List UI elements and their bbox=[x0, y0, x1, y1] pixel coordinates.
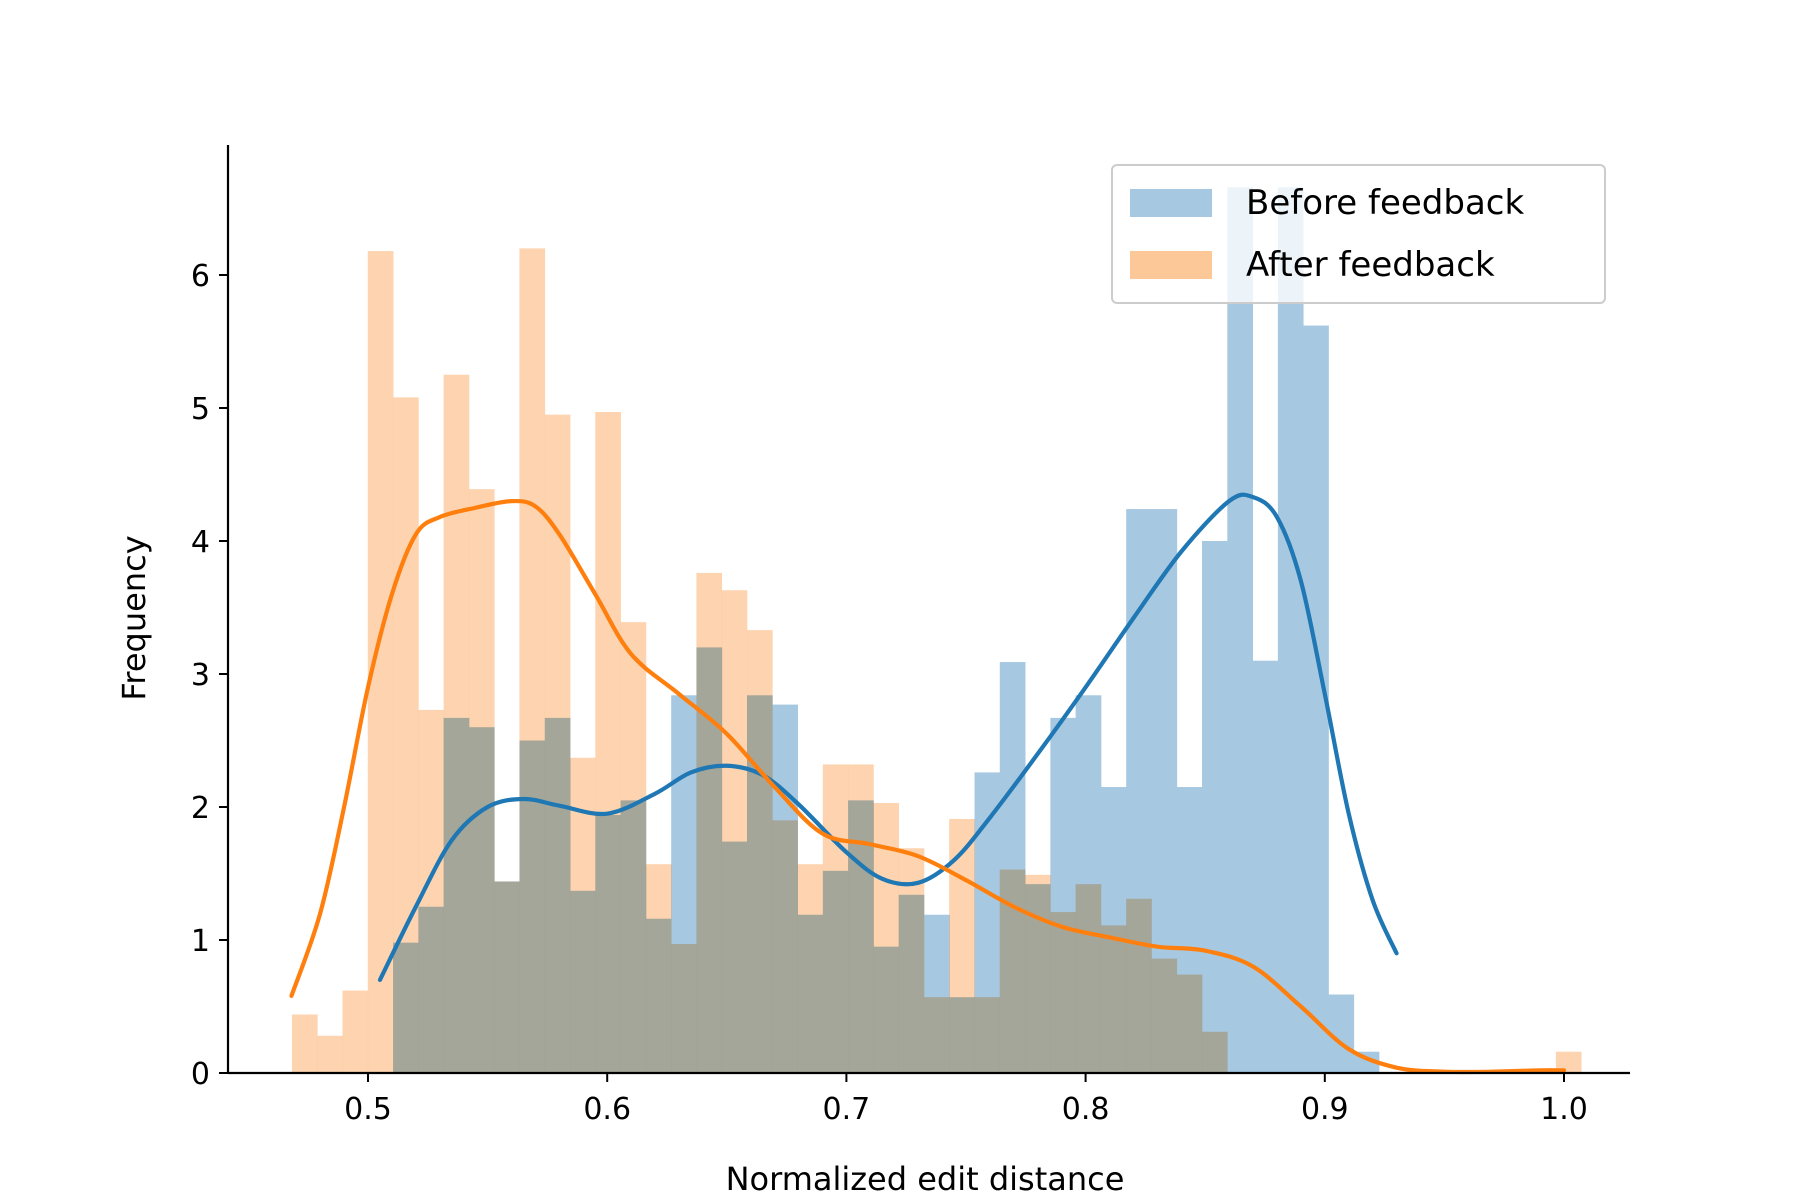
before-feedback-bar bbox=[1227, 187, 1253, 1074]
y-tick-label: 6 bbox=[191, 259, 210, 294]
after-feedback-bar bbox=[443, 374, 470, 1073]
after-feedback-kde-line bbox=[289, 498, 1567, 1075]
kde-curves bbox=[289, 492, 1567, 1075]
after-feedback-bar bbox=[873, 803, 900, 1073]
after-feedback-bar bbox=[519, 248, 546, 1073]
legend-label-after-feedback: After feedback bbox=[1246, 245, 1495, 285]
after-feedback-bar bbox=[342, 990, 369, 1073]
after-feedback-bar bbox=[746, 630, 773, 1073]
axes bbox=[226, 145, 1630, 1075]
legend-swatch-before-feedback bbox=[1130, 189, 1212, 217]
after-feedback-bar bbox=[696, 572, 723, 1073]
after-feedback-bar bbox=[1075, 884, 1102, 1073]
legend-swatch-after-feedback bbox=[1130, 251, 1212, 279]
after-feedback-bar bbox=[974, 997, 1001, 1073]
legend-box bbox=[1111, 164, 1606, 304]
y-tick-label: 4 bbox=[191, 525, 210, 560]
y-tick-label: 2 bbox=[191, 791, 210, 826]
after-feedback-bar bbox=[822, 764, 849, 1073]
x-tick-label: 0.7 bbox=[823, 1092, 871, 1127]
after-feedback-bar bbox=[570, 757, 596, 1073]
x-tick-label: 0.6 bbox=[583, 1092, 631, 1127]
after-feedback-bar bbox=[772, 820, 798, 1073]
y-axis-ticks: 0 1 2 3 4 5 6 bbox=[191, 259, 228, 1092]
y-tick-label: 0 bbox=[191, 1057, 210, 1092]
x-tick-label: 0.8 bbox=[1062, 1092, 1110, 1127]
after-feedback-bar bbox=[317, 1035, 343, 1073]
after-feedback-bar bbox=[645, 864, 672, 1073]
after-feedback-bar bbox=[797, 864, 824, 1073]
x-tick-label: 0.9 bbox=[1301, 1092, 1349, 1127]
after-feedback-bar bbox=[1126, 898, 1152, 1073]
x-tick-label: 0.5 bbox=[344, 1092, 392, 1127]
y-tick-label: 5 bbox=[191, 392, 210, 427]
after-feedback-bar bbox=[949, 818, 975, 1073]
after-feedback-bar bbox=[671, 943, 697, 1073]
y-tick-label: 1 bbox=[191, 924, 210, 959]
legend-label-before-feedback: Before feedback bbox=[1246, 183, 1524, 223]
after-feedback-bar bbox=[1555, 1051, 1582, 1073]
after-feedback-bar bbox=[1025, 874, 1051, 1073]
after-feedback-bar bbox=[367, 251, 394, 1073]
after-feedback-bar bbox=[1176, 974, 1203, 1073]
after-feedback-bar bbox=[1100, 925, 1127, 1073]
after-feedback-bar bbox=[393, 397, 419, 1073]
after-feedback-bar bbox=[620, 622, 647, 1073]
after-feedback-bar bbox=[923, 997, 950, 1073]
after-feedback-bar bbox=[721, 590, 748, 1073]
after-feedback-bar bbox=[468, 489, 495, 1073]
x-tick-label: 1.0 bbox=[1540, 1092, 1588, 1127]
legend: Before feedback After feedback bbox=[1111, 164, 1606, 304]
after-feedback-bars bbox=[291, 248, 1582, 1073]
after-feedback-bar bbox=[848, 764, 874, 1073]
after-feedback-bar bbox=[1201, 1031, 1228, 1073]
after-feedback-bar bbox=[494, 881, 520, 1073]
before-feedback-bar bbox=[1277, 187, 1304, 1074]
before-feedback-bar bbox=[1202, 541, 1228, 1073]
before-feedback-bar bbox=[1252, 660, 1279, 1073]
y-axis-title: Frequency bbox=[115, 535, 153, 700]
after-feedback-bar bbox=[1151, 958, 1178, 1073]
after-feedback-bar bbox=[291, 1014, 318, 1073]
x-axis-title: Normalized edit distance bbox=[726, 1160, 1125, 1198]
after-feedback-bar bbox=[1050, 912, 1076, 1073]
y-tick-label: 3 bbox=[191, 658, 210, 693]
after-feedback-bar bbox=[595, 411, 621, 1073]
after-feedback-bar bbox=[544, 414, 571, 1073]
x-axis-ticks: 0.5 0.6 0.7 0.8 0.9 1.0 bbox=[344, 1073, 1588, 1127]
